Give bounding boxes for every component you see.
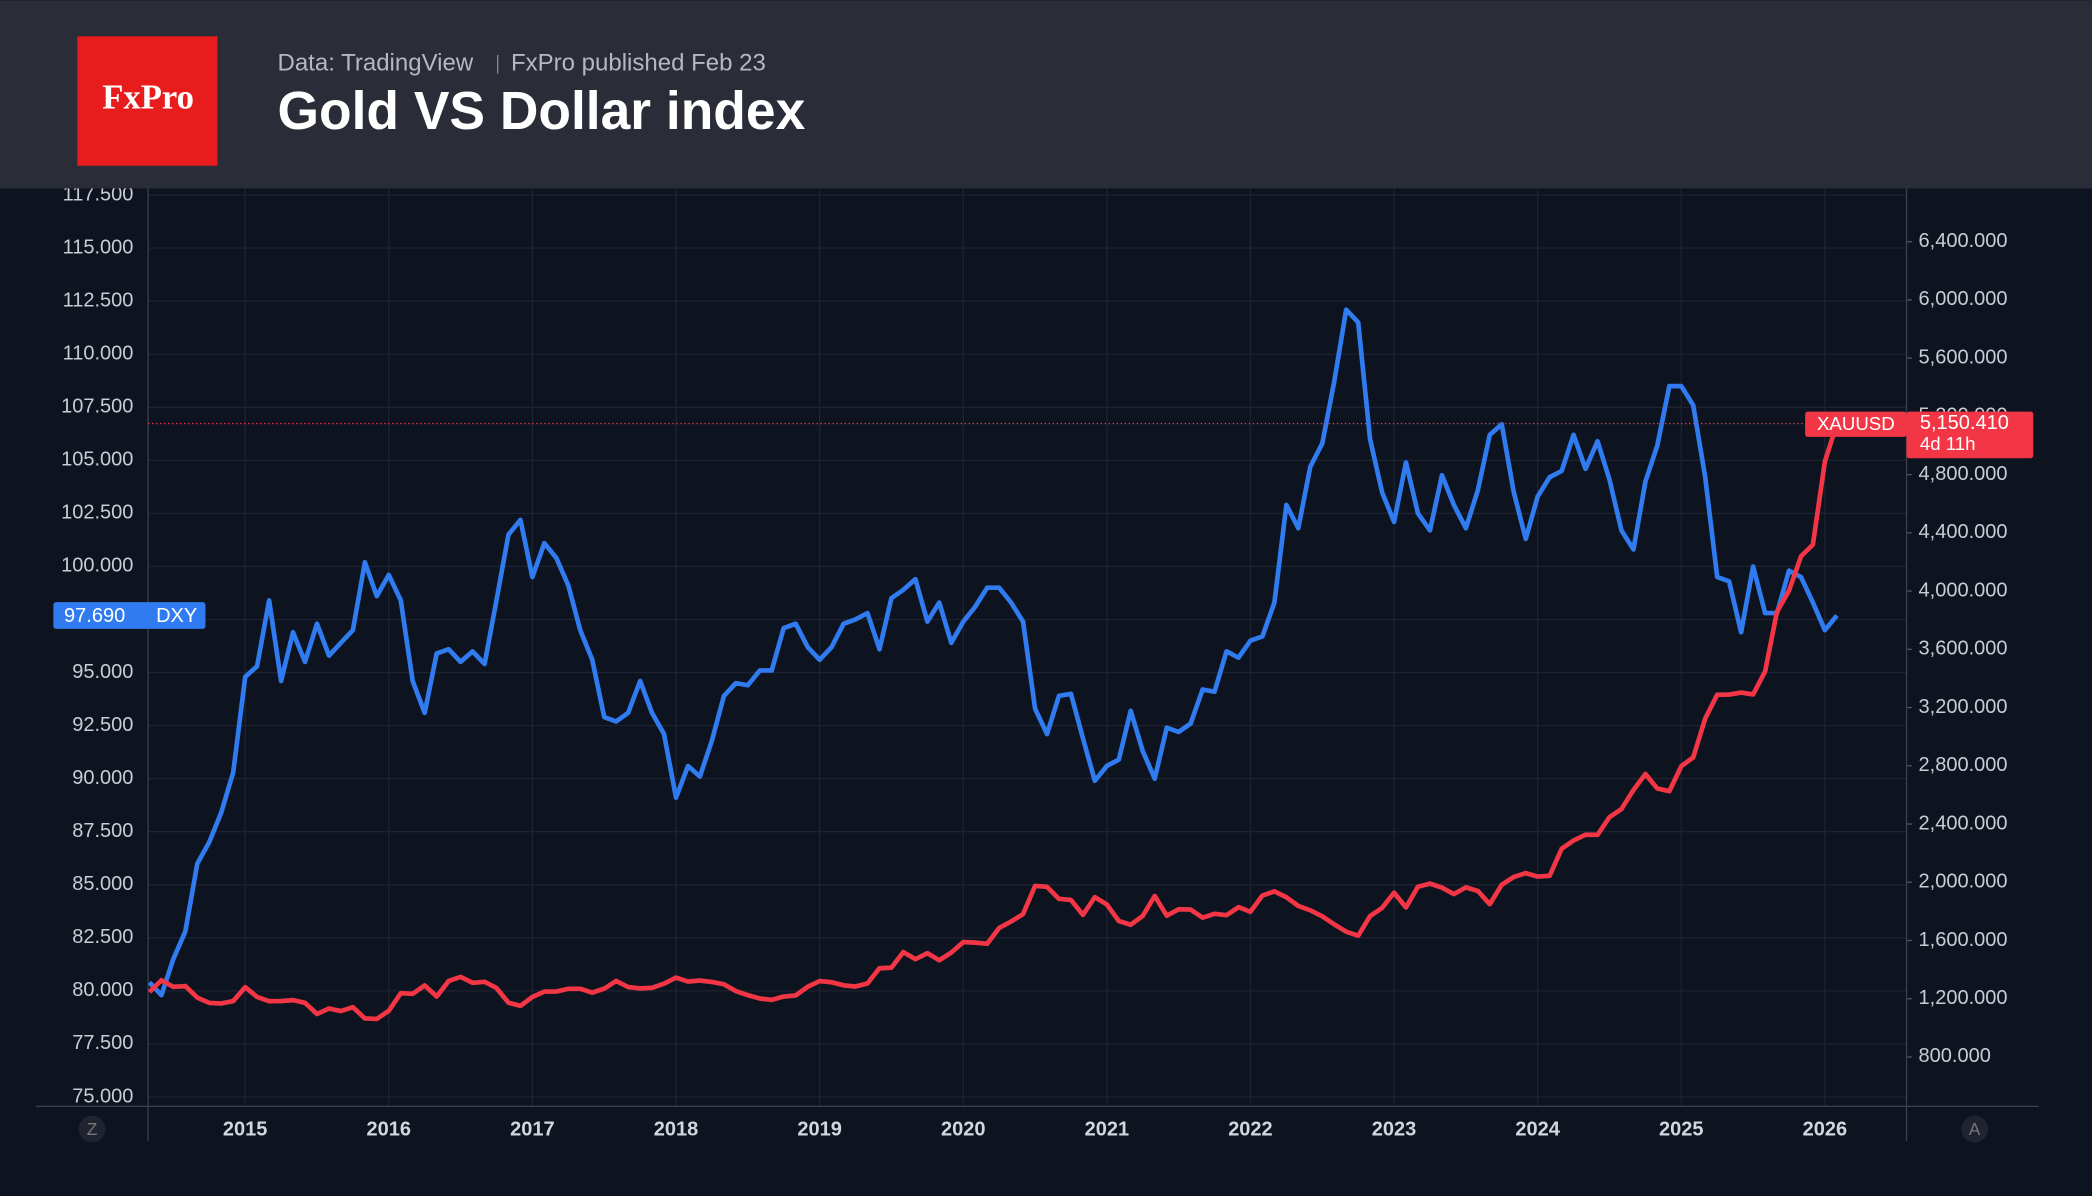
y2-tick-label: 1,600.000 <box>1919 929 2008 951</box>
y2-tick-label: 2,800.000 <box>1919 754 2008 776</box>
x-tick-label: 2020 <box>941 1119 986 1141</box>
y2-tick-label: 2,000.000 <box>1919 871 2008 893</box>
button-label[interactable]: Z <box>87 1119 98 1139</box>
y2-tick-label: 2,400.000 <box>1919 812 2008 834</box>
y-tick-label: 117.500 <box>63 183 134 205</box>
y2-tick-label: 6,000.000 <box>1919 288 2008 310</box>
y2-tick-label: 3,600.000 <box>1919 638 2008 660</box>
price-value: 97.690 <box>64 605 125 627</box>
y-tick-label: 82.500 <box>72 926 133 948</box>
x-tick-label: 2017 <box>510 1119 555 1141</box>
y-tick-label: 105.000 <box>61 449 133 471</box>
y2-tick-label: 5,600.000 <box>1919 346 2008 368</box>
y-tick-label: 102.500 <box>61 502 133 524</box>
x-tick-label: 2015 <box>223 1119 268 1141</box>
x-tick-label: 2024 <box>1515 1119 1560 1141</box>
y2-tick-label: 800.000 <box>1919 1045 1991 1067</box>
x-tick-label: 2019 <box>797 1119 841 1141</box>
y2-tick-label: 4,400.000 <box>1919 521 2008 543</box>
x-tick-label: 2026 <box>1803 1119 1848 1141</box>
button[interactable] <box>78 1115 106 1143</box>
published: FxPro published Feb 23 <box>511 50 766 77</box>
y-tick-label: 77.500 <box>72 1032 133 1054</box>
y-tick-label: 90.000 <box>72 767 133 789</box>
line-series <box>147 422 1840 1022</box>
series-name: DXY <box>156 605 197 627</box>
y2-tick-label: 3,200.000 <box>1919 696 2008 718</box>
line-series <box>147 307 1839 998</box>
y2-tick-label: 4,000.000 <box>1919 579 2008 601</box>
x-tick-label: 2021 <box>1085 1119 1130 1141</box>
x-tick-label: 2025 <box>1659 1119 1704 1141</box>
price-label <box>53 602 206 629</box>
button[interactable] <box>1961 1115 1988 1143</box>
price-label <box>1906 411 2034 459</box>
y-tick-label: 110.000 <box>63 343 134 365</box>
y-tick-label: 92.500 <box>72 714 133 736</box>
y-tick-label: 87.500 <box>72 820 133 842</box>
countdown: 4d 11h <box>1920 433 1976 454</box>
logo-text: FxPro <box>102 77 194 116</box>
y-tick-label: 75.000 <box>72 1085 133 1107</box>
button-label[interactable]: A <box>1969 1119 1981 1139</box>
y-tick-label: 107.500 <box>61 396 133 418</box>
chart-title: Gold VS Dollar index <box>278 82 806 141</box>
x-tick-label: 2016 <box>367 1119 412 1141</box>
logo <box>77 36 218 166</box>
y-tick-label: 100.000 <box>61 555 133 577</box>
x-tick-label: 2022 <box>1228 1119 1273 1141</box>
header <box>0 0 2092 189</box>
x-tick-label: 2023 <box>1372 1119 1417 1141</box>
y2-tick-label: 6,400.000 <box>1919 230 2008 252</box>
y-tick-label: 112.500 <box>63 289 134 311</box>
y2-tick-label: 4,800.000 <box>1919 463 2008 485</box>
y-tick-label: 115.000 <box>63 236 134 258</box>
y-tick-label: 80.000 <box>72 979 133 1001</box>
price-value: 5,150.410 <box>1920 412 2009 434</box>
plot: 75.000 77.500 80.000 82.500 85.000 87.500 90.0… <box>36 183 2039 1142</box>
y-tick-label: 95.000 <box>72 661 133 683</box>
x-tick-label: 2018 <box>654 1119 699 1141</box>
series-tag <box>1805 411 1907 437</box>
source: Data: TradingView <box>278 50 474 77</box>
y-tick-label: 85.000 <box>72 873 133 895</box>
series-name: XAUUSD <box>1817 413 1895 434</box>
y2-tick-label: 1,200.000 <box>1919 987 2008 1009</box>
